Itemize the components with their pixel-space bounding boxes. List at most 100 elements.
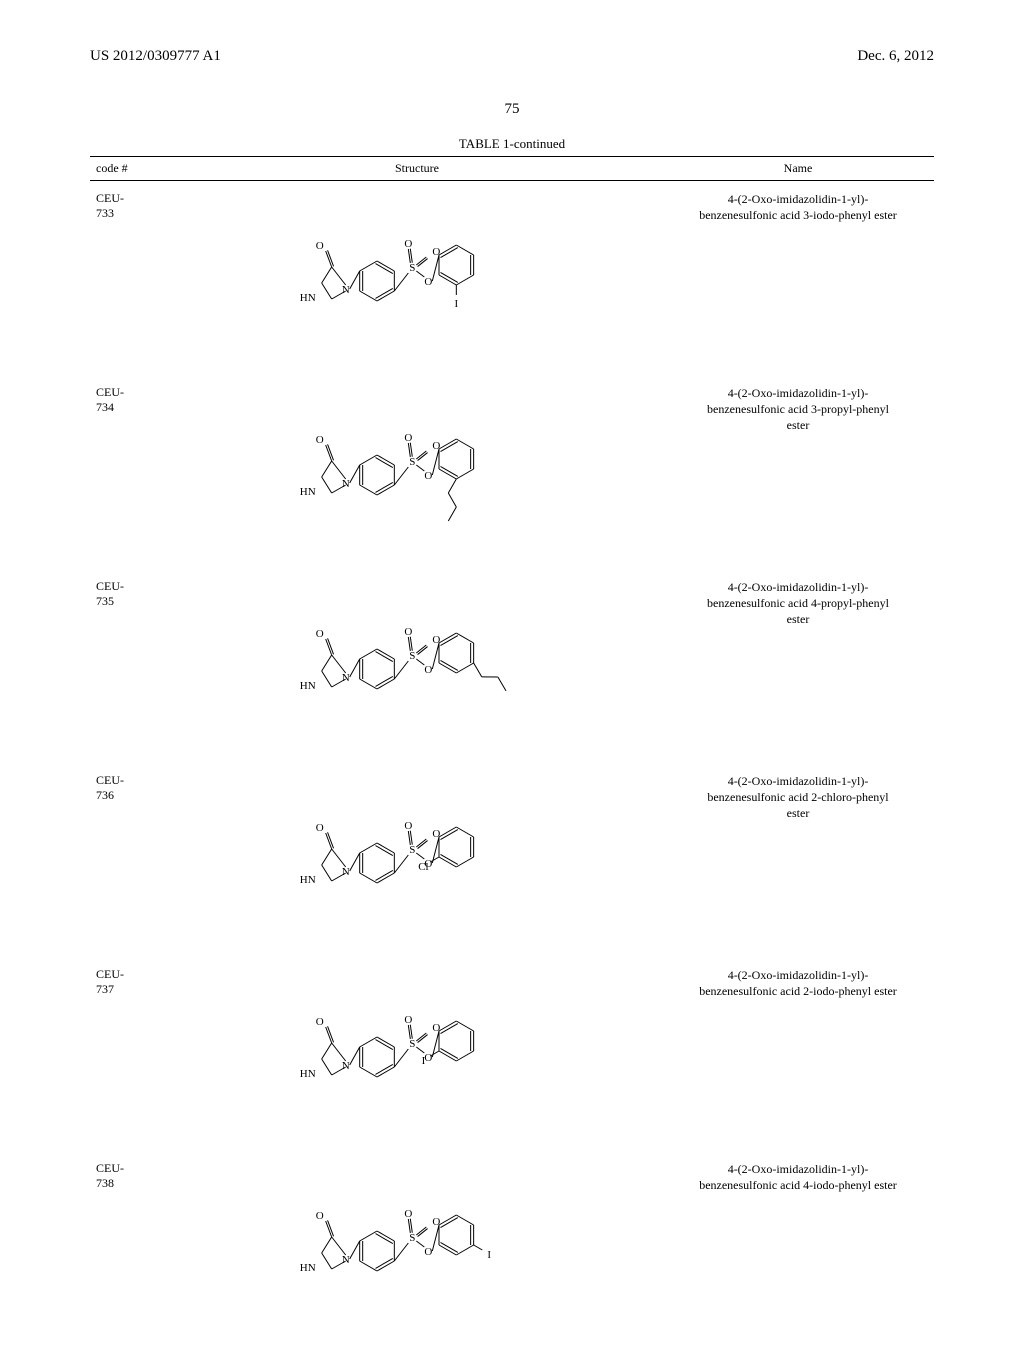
name-line: benzenesulfonic acid 4-iodo-phenyl ester: [668, 1177, 928, 1193]
code-line2: 736: [96, 788, 166, 803]
svg-text:N: N: [342, 672, 350, 684]
svg-text:HN: HN: [300, 1068, 316, 1080]
svg-text:S: S: [409, 1038, 415, 1050]
name-line: benzenesulfonic acid 2-chloro-phenyl: [668, 789, 928, 805]
name-line: ester: [668, 417, 928, 433]
svg-text:O: O: [316, 1016, 324, 1028]
page-number: 75: [90, 101, 934, 118]
name-line: benzenesulfonic acid 2-iodo-phenyl ester: [668, 983, 928, 999]
svg-text:O: O: [316, 240, 324, 252]
structure-cell: NHNOSOOOCl: [172, 763, 662, 957]
svg-text:N: N: [342, 1060, 350, 1072]
name-cell: 4-(2-Oxo-imidazolidin-1-yl)-benzenesulfo…: [662, 181, 934, 376]
table-header-row: code # Structure Name: [90, 157, 934, 181]
svg-text:O: O: [424, 1052, 432, 1064]
svg-text:O: O: [424, 470, 432, 482]
code-line1: CEU-: [96, 579, 166, 594]
col-header-name: Name: [662, 157, 934, 181]
svg-text:O: O: [404, 820, 412, 832]
svg-text:HN: HN: [300, 1262, 316, 1274]
code-line2: 734: [96, 400, 166, 415]
svg-text:O: O: [404, 432, 412, 444]
svg-text:O: O: [404, 1208, 412, 1220]
svg-text:O: O: [424, 276, 432, 288]
svg-text:I: I: [487, 1249, 491, 1261]
code-line1: CEU-: [96, 773, 166, 788]
svg-text:O: O: [424, 664, 432, 676]
name-line: benzenesulfonic acid 3-iodo-phenyl ester: [668, 207, 928, 223]
table-row: CEU-738NHNOSOOOI4-(2-Oxo-imidazolidin-1-…: [90, 1151, 934, 1345]
name-line: 4-(2-Oxo-imidazolidin-1-yl)-: [668, 1161, 928, 1177]
svg-text:O: O: [316, 822, 324, 834]
svg-text:HN: HN: [300, 486, 316, 498]
name-line: 4-(2-Oxo-imidazolidin-1-yl)-: [668, 385, 928, 401]
svg-text:N: N: [342, 866, 350, 878]
svg-text:S: S: [409, 1232, 415, 1244]
code-cell: CEU-736: [90, 763, 172, 957]
table-row: CEU-733NHNOSOOOI4-(2-Oxo-imidazolidin-1-…: [90, 181, 934, 376]
table-row: CEU-735NHNOSOOO4-(2-Oxo-imidazolidin-1-y…: [90, 569, 934, 763]
svg-text:Cl: Cl: [418, 861, 428, 873]
svg-text:HN: HN: [300, 292, 316, 304]
name-cell: 4-(2-Oxo-imidazolidin-1-yl)-benzenesulfo…: [662, 1151, 934, 1345]
page-header: US 2012/0309777 A1 Dec. 6, 2012: [90, 48, 934, 65]
code-line2: 735: [96, 594, 166, 609]
code-line2: 733: [96, 206, 166, 221]
svg-text:O: O: [404, 1014, 412, 1026]
code-line2: 738: [96, 1176, 166, 1191]
patent-page: US 2012/0309777 A1 Dec. 6, 2012 75 TABLE…: [0, 0, 1024, 1320]
svg-text:S: S: [409, 650, 415, 662]
svg-text:S: S: [409, 456, 415, 468]
code-line1: CEU-: [96, 967, 166, 982]
name-cell: 4-(2-Oxo-imidazolidin-1-yl)-benzenesulfo…: [662, 375, 934, 569]
svg-text:N: N: [342, 1254, 350, 1266]
svg-text:N: N: [342, 284, 350, 296]
structure-cell: NHNOSOOO: [172, 569, 662, 763]
code-cell: CEU-738: [90, 1151, 172, 1345]
svg-text:O: O: [316, 1210, 324, 1222]
table-row: CEU-736NHNOSOOOCl4-(2-Oxo-imidazolidin-1…: [90, 763, 934, 957]
name-cell: 4-(2-Oxo-imidazolidin-1-yl)-benzenesulfo…: [662, 763, 934, 957]
code-cell: CEU-733: [90, 181, 172, 376]
publication-date: Dec. 6, 2012: [857, 48, 934, 65]
patent-number: US 2012/0309777 A1: [90, 48, 221, 65]
compound-table: code # Structure Name CEU-733NHNOSOOOI4-…: [90, 156, 934, 1345]
name-line: benzenesulfonic acid 4-propyl-phenyl: [668, 595, 928, 611]
name-line: 4-(2-Oxo-imidazolidin-1-yl)-: [668, 191, 928, 207]
structure-cell: NHNOSOOOI: [172, 957, 662, 1151]
code-line2: 737: [96, 982, 166, 997]
svg-text:HN: HN: [300, 874, 316, 886]
col-header-code: code #: [90, 157, 172, 181]
svg-text:O: O: [404, 626, 412, 638]
name-line: 4-(2-Oxo-imidazolidin-1-yl)-: [668, 579, 928, 595]
table-row: CEU-737NHNOSOOOI4-(2-Oxo-imidazolidin-1-…: [90, 957, 934, 1151]
table-caption: TABLE 1-continued: [90, 136, 934, 152]
name-cell: 4-(2-Oxo-imidazolidin-1-yl)-benzenesulfo…: [662, 957, 934, 1151]
svg-text:O: O: [316, 434, 324, 446]
svg-text:HN: HN: [300, 680, 316, 692]
table-row: CEU-734NHNOSOOO4-(2-Oxo-imidazolidin-1-y…: [90, 375, 934, 569]
code-cell: CEU-734: [90, 375, 172, 569]
code-line1: CEU-: [96, 1161, 166, 1176]
name-line: 4-(2-Oxo-imidazolidin-1-yl)-: [668, 967, 928, 983]
svg-text:O: O: [424, 1246, 432, 1258]
code-cell: CEU-735: [90, 569, 172, 763]
code-line1: CEU-: [96, 385, 166, 400]
code-cell: CEU-737: [90, 957, 172, 1151]
svg-text:N: N: [342, 478, 350, 490]
svg-text:S: S: [409, 262, 415, 274]
svg-text:I: I: [454, 298, 458, 310]
col-header-structure: Structure: [172, 157, 662, 181]
svg-text:S: S: [409, 844, 415, 856]
name-line: ester: [668, 611, 928, 627]
svg-text:O: O: [404, 238, 412, 250]
name-line: ester: [668, 805, 928, 821]
structure-cell: NHNOSOOO: [172, 375, 662, 569]
structure-cell: NHNOSOOOI: [172, 181, 662, 376]
name-line: 4-(2-Oxo-imidazolidin-1-yl)-: [668, 773, 928, 789]
code-line1: CEU-: [96, 191, 166, 206]
name-line: benzenesulfonic acid 3-propyl-phenyl: [668, 401, 928, 417]
svg-text:I: I: [422, 1055, 426, 1067]
svg-text:O: O: [316, 628, 324, 640]
name-cell: 4-(2-Oxo-imidazolidin-1-yl)-benzenesulfo…: [662, 569, 934, 763]
